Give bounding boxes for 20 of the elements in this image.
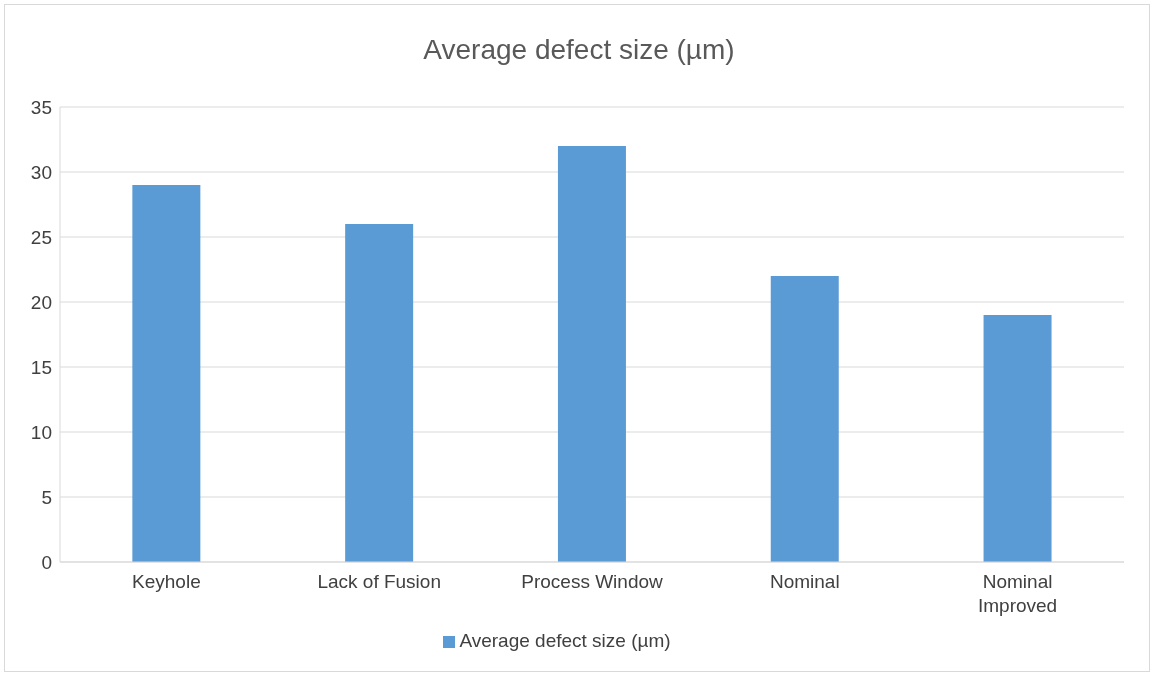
legend-label: Average defect size (µm) [459,630,671,651]
x-tick-label: Nominal Improved [978,571,1058,616]
bar [132,185,201,562]
x-tick-label: Nominal [769,571,840,592]
y-tick-label: 5 [41,486,52,508]
bar [770,276,839,562]
chart-title: Average defect size (µm) [422,34,736,66]
bar [557,146,626,562]
x-tick-label: Process Window [521,571,664,592]
y-tick-label: 0 [41,551,52,573]
bar [983,315,1052,562]
y-tick-label: 25 [30,226,52,248]
y-tick-label: 20 [30,291,52,313]
bar [345,224,414,562]
y-tick-label: 15 [30,356,52,378]
x-tick-label: Keyhole [132,571,201,592]
x-tick-label: Lack of Fusion [317,571,441,592]
y-tick-label: 35 [30,96,52,118]
y-tick-label: 10 [30,421,52,443]
y-tick-label: 30 [30,161,52,183]
